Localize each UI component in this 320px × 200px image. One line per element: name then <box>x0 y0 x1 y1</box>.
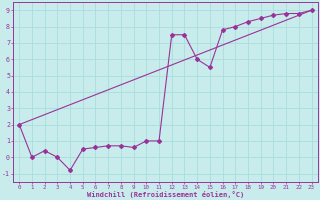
X-axis label: Windchill (Refroidissement éolien,°C): Windchill (Refroidissement éolien,°C) <box>87 191 244 198</box>
